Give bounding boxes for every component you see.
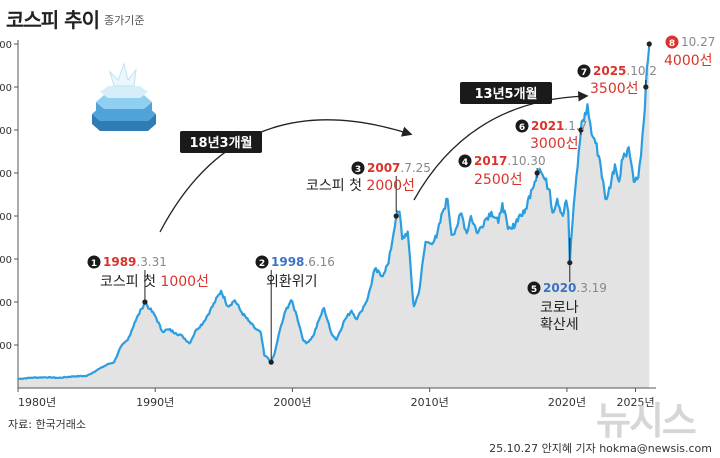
annotation-date: 2017.10.30 bbox=[474, 154, 546, 168]
annotation-year: 2007 bbox=[367, 161, 400, 175]
annotation-label-part: 코스피 첫 bbox=[100, 274, 160, 290]
annotation-date: 1989.3.31 bbox=[103, 255, 167, 269]
annotation-label: 외환위기 bbox=[266, 274, 318, 290]
annotation-badge-number: 4 bbox=[462, 158, 468, 168]
period-label-box bbox=[460, 82, 552, 104]
annotations-layer: 1 1989.3.31 코스피 첫 1000선 2 1998.6.16 외환위기 3 2007… bbox=[87, 35, 715, 365]
x-tick-label: 1990년 bbox=[136, 396, 174, 409]
x-tick-label: 2025년 bbox=[616, 396, 654, 409]
annotation-label-part: 3500선 bbox=[590, 81, 639, 97]
y-tick-label: 1500 bbox=[0, 255, 12, 266]
period-label: 18년3개월 bbox=[189, 135, 252, 151]
axes-layer: 1980년 1990년 2000년 2010년 2020년 2025년 500 1000 150… bbox=[0, 40, 656, 409]
annotation-label-part: 4000선 bbox=[664, 53, 713, 69]
annotation-label-part: 1000선 bbox=[160, 274, 209, 290]
coin-stack-icon bbox=[92, 62, 156, 131]
annotation-day: .7.25 bbox=[400, 161, 431, 175]
annotation-year: 2017 bbox=[474, 154, 507, 168]
y-tick-label: 2500 bbox=[0, 169, 12, 180]
y-tick-label: 2000 bbox=[0, 212, 12, 223]
annotation-day: 10.27 bbox=[681, 35, 715, 49]
y-tick-label: 1000 bbox=[0, 298, 12, 309]
annotation-badge bbox=[527, 281, 541, 295]
arrows-layer: 18년3개월 13년5개월 bbox=[159, 82, 589, 233]
annotation-label-part: 코로나 bbox=[540, 300, 579, 316]
y-tick-label: 3500 bbox=[0, 83, 12, 94]
annotation-badge bbox=[577, 64, 591, 78]
annotation-label: 확산세 bbox=[540, 317, 579, 333]
watermark-logo: 뉴시스 bbox=[596, 399, 697, 443]
annotation-label: 코스피 첫 1000선 bbox=[100, 274, 209, 290]
annotation-badge-number: 7 bbox=[581, 68, 587, 78]
annotation-point bbox=[142, 299, 148, 305]
annotation-label: 4000선 bbox=[664, 53, 713, 69]
y-tick-label: 3000 bbox=[0, 126, 12, 137]
page-subtitle: 종가기준 bbox=[104, 14, 145, 27]
annotation-year: 1989 bbox=[103, 255, 136, 269]
annotation-year: 1998 bbox=[271, 255, 304, 269]
annotation-year: 2020 bbox=[543, 281, 576, 295]
annotation-label: 2500선 bbox=[474, 172, 523, 188]
page-title: 코스피 추이 bbox=[6, 8, 100, 32]
annotation-label-part: 코스피 첫 bbox=[306, 178, 366, 194]
annotation-year: 2025 bbox=[593, 64, 626, 78]
annotation-year: 2021 bbox=[531, 119, 564, 133]
y-tick-label: 500 bbox=[0, 341, 12, 352]
annotation-badge bbox=[351, 161, 365, 175]
annotation-label-part: 외환위기 bbox=[266, 274, 318, 290]
annotation-label: 3500선 bbox=[590, 81, 639, 97]
period-arrow bbox=[413, 91, 589, 201]
annotation-day: .10.2 bbox=[626, 64, 657, 78]
y-tick-label: 4000 bbox=[0, 40, 12, 51]
period-label-box bbox=[180, 131, 262, 153]
x-tick-label: 2000년 bbox=[273, 396, 311, 409]
line-layer bbox=[17, 43, 651, 380]
annotation-date: 2007.7.25 bbox=[367, 161, 431, 175]
annotation-day: .3.31 bbox=[136, 255, 167, 269]
annotation-badge bbox=[665, 35, 679, 49]
annotation-badge-number: 1 bbox=[91, 259, 97, 269]
period-arrow bbox=[159, 119, 413, 233]
annotation-label-part: 2500선 bbox=[474, 172, 523, 188]
period-label: 13년5개월 bbox=[474, 86, 537, 102]
annotation-point bbox=[643, 84, 649, 90]
annotation-badge bbox=[255, 255, 269, 269]
annotation-date: 2020.3.19 bbox=[543, 281, 607, 295]
annotation-date: 2025.10.2 bbox=[593, 64, 657, 78]
x-tick-label: 2020년 bbox=[548, 396, 586, 409]
area-layer bbox=[18, 44, 650, 388]
annotation-point bbox=[393, 213, 399, 219]
annotation-label: 3000선 bbox=[530, 136, 579, 152]
x-tick-label: 1980년 bbox=[18, 396, 56, 409]
annotation-label-part: 3000선 bbox=[530, 136, 579, 152]
x-tick-label: 2010년 bbox=[411, 396, 449, 409]
annotation-badge-number: 5 bbox=[531, 285, 537, 295]
annotation-label-part: 2000선 bbox=[366, 178, 415, 194]
annotation-badge-number: 8 bbox=[669, 39, 675, 49]
area-fill bbox=[18, 44, 650, 388]
annotation-label-part: 확산세 bbox=[540, 317, 579, 333]
annotation-point bbox=[646, 41, 652, 47]
annotation-label: 코스피 첫 2000선 bbox=[306, 178, 415, 194]
annotation-day: .10.30 bbox=[507, 154, 545, 168]
annotation-badge bbox=[458, 154, 472, 168]
annotation-badge bbox=[87, 255, 101, 269]
annotation-badge bbox=[515, 119, 529, 133]
annotation-day: .6.16 bbox=[304, 255, 335, 269]
series-line bbox=[17, 43, 651, 380]
annotation-badge-number: 6 bbox=[519, 123, 525, 133]
annotation-point bbox=[268, 359, 274, 365]
annotation-label: 코로나 bbox=[540, 300, 579, 316]
source-note: 자료: 한국거래소 bbox=[8, 418, 87, 431]
annotation-date: 10.27 bbox=[681, 35, 715, 49]
annotation-day: .3.19 bbox=[576, 281, 607, 295]
credit-note: 25.10.27 안지혜 기자 hokma@newsis.com bbox=[489, 442, 712, 455]
annotation-date: 1998.6.16 bbox=[271, 255, 335, 269]
annotation-badge-number: 2 bbox=[259, 259, 265, 269]
annotation-day: .1.7 bbox=[564, 119, 587, 133]
annotation-badge-number: 3 bbox=[355, 165, 361, 175]
annotation-date: 2021.1.7 bbox=[531, 119, 587, 133]
